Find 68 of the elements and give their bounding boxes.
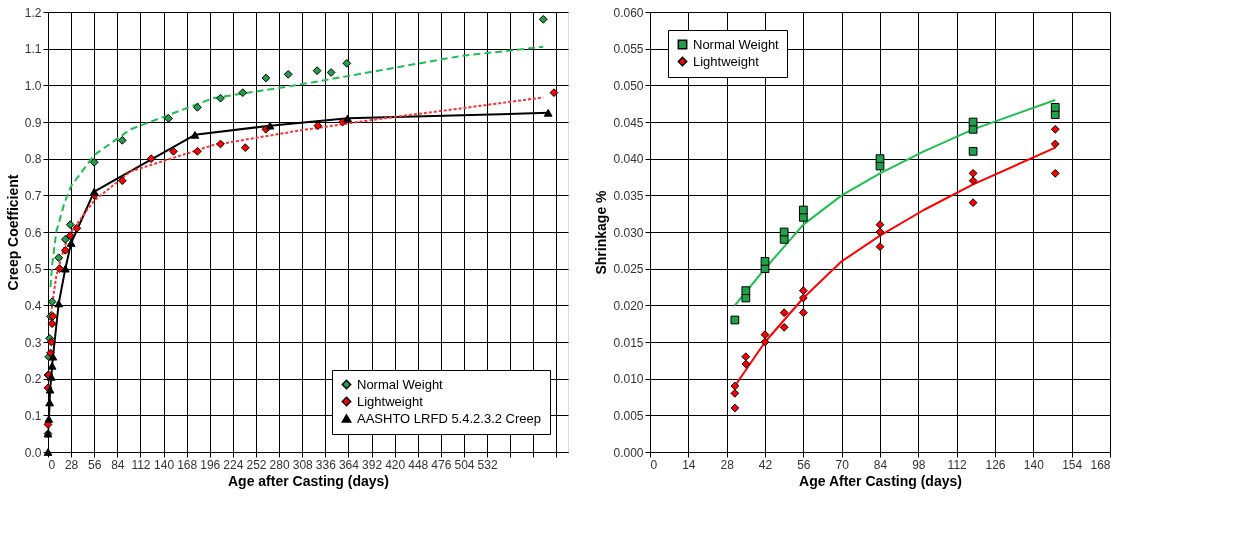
y-tick-label: 0.035 [613, 188, 644, 203]
x-tick-label: 168 [177, 457, 198, 472]
y-axis-title: Creep Coefficient [4, 174, 21, 291]
y-tick-label: 0.055 [613, 42, 644, 57]
x-tick-label: 56 [797, 457, 811, 472]
x-tick-label: 112 [131, 457, 151, 472]
x-axis-title: Age After Casting (days) [799, 472, 962, 489]
x-tick-label: 56 [88, 457, 102, 472]
y-tick-label: 0.9 [24, 115, 42, 130]
y-tick-label: 0.8 [24, 152, 42, 167]
x-tick-label: 0 [650, 457, 658, 472]
x-tick-label: 448 [408, 457, 429, 472]
x-tick-label: 154 [1062, 457, 1083, 472]
x-tick-label: 504 [454, 457, 475, 472]
x-tick-label: 28 [720, 457, 735, 472]
y-tick-label: 0.045 [613, 115, 644, 130]
x-tick-label: 532 [477, 457, 498, 472]
y-axis-title: Shrinkage % [593, 189, 610, 275]
x-tick-label: 112 [947, 457, 968, 472]
y-tick-label: 0.015 [613, 335, 644, 350]
x-tick-label: 252 [246, 457, 267, 472]
y-tick-label: 0.3 [24, 335, 42, 350]
x-tick-label: 98 [912, 457, 926, 472]
legend-label: Normal Weight [357, 376, 444, 392]
y-tick-label: 0.000 [613, 445, 644, 460]
legend-label: Lightweight [693, 53, 760, 69]
x-tick-label: 364 [338, 457, 360, 472]
x-tick-label: 196 [200, 457, 221, 472]
y-tick-label: 0.4 [24, 298, 42, 313]
y-tick-label: 0.050 [613, 78, 644, 93]
x-tick-label: 126 [985, 457, 1006, 472]
y-tick-label: 0.0 [24, 445, 42, 460]
y-tick-label: 1.0 [24, 78, 42, 93]
y-tick-label: 1.1 [24, 42, 42, 57]
y-tick-label: 0.1 [24, 408, 42, 423]
x-tick-label: 336 [315, 457, 337, 472]
y-tick-label: 0.040 [613, 152, 644, 167]
y-tick-label: 0.060 [613, 5, 644, 20]
x-tick-label: 140 [154, 457, 175, 472]
y-tick-label: 0.7 [24, 188, 42, 203]
x-tick-label: 28 [64, 457, 79, 472]
x-tick-label: 224 [223, 457, 244, 472]
y-tick-label: 0.020 [613, 298, 644, 313]
y-tick-label: 0.025 [613, 262, 644, 277]
legend-label: AASHTO LRFD 5.4.2.3.2 Creep [357, 410, 542, 426]
x-tick-label: 308 [292, 457, 314, 472]
x-axis-title: Age after Casting (days) [227, 472, 390, 489]
y-tick-label: 1.2 [24, 5, 42, 20]
x-tick-label: 84 [111, 457, 125, 472]
x-tick-label: 280 [269, 457, 290, 472]
x-tick-label: 140 [1023, 457, 1045, 472]
x-tick-label: 14 [682, 457, 696, 472]
y-tick-label: 0.010 [613, 372, 644, 387]
y-tick-label: 0.005 [613, 408, 644, 423]
y-tick-label: 0.5 [24, 262, 42, 277]
legend-label: Normal Weight [693, 36, 780, 52]
x-tick-label: 168 [1090, 457, 1111, 472]
x-tick-label: 70 [835, 457, 850, 472]
legend-label: Lightweight [357, 393, 424, 409]
x-tick-label: 420 [385, 457, 406, 472]
y-tick-label: 0.030 [613, 225, 644, 240]
x-tick-label: 0 [48, 457, 56, 472]
x-tick-label: 392 [362, 457, 383, 472]
x-tick-label: 42 [758, 457, 773, 472]
x-tick-label: 84 [873, 457, 888, 472]
x-tick-label: 476 [431, 457, 452, 472]
y-tick-label: 0.6 [24, 225, 42, 240]
y-tick-label: 0.2 [24, 372, 42, 387]
